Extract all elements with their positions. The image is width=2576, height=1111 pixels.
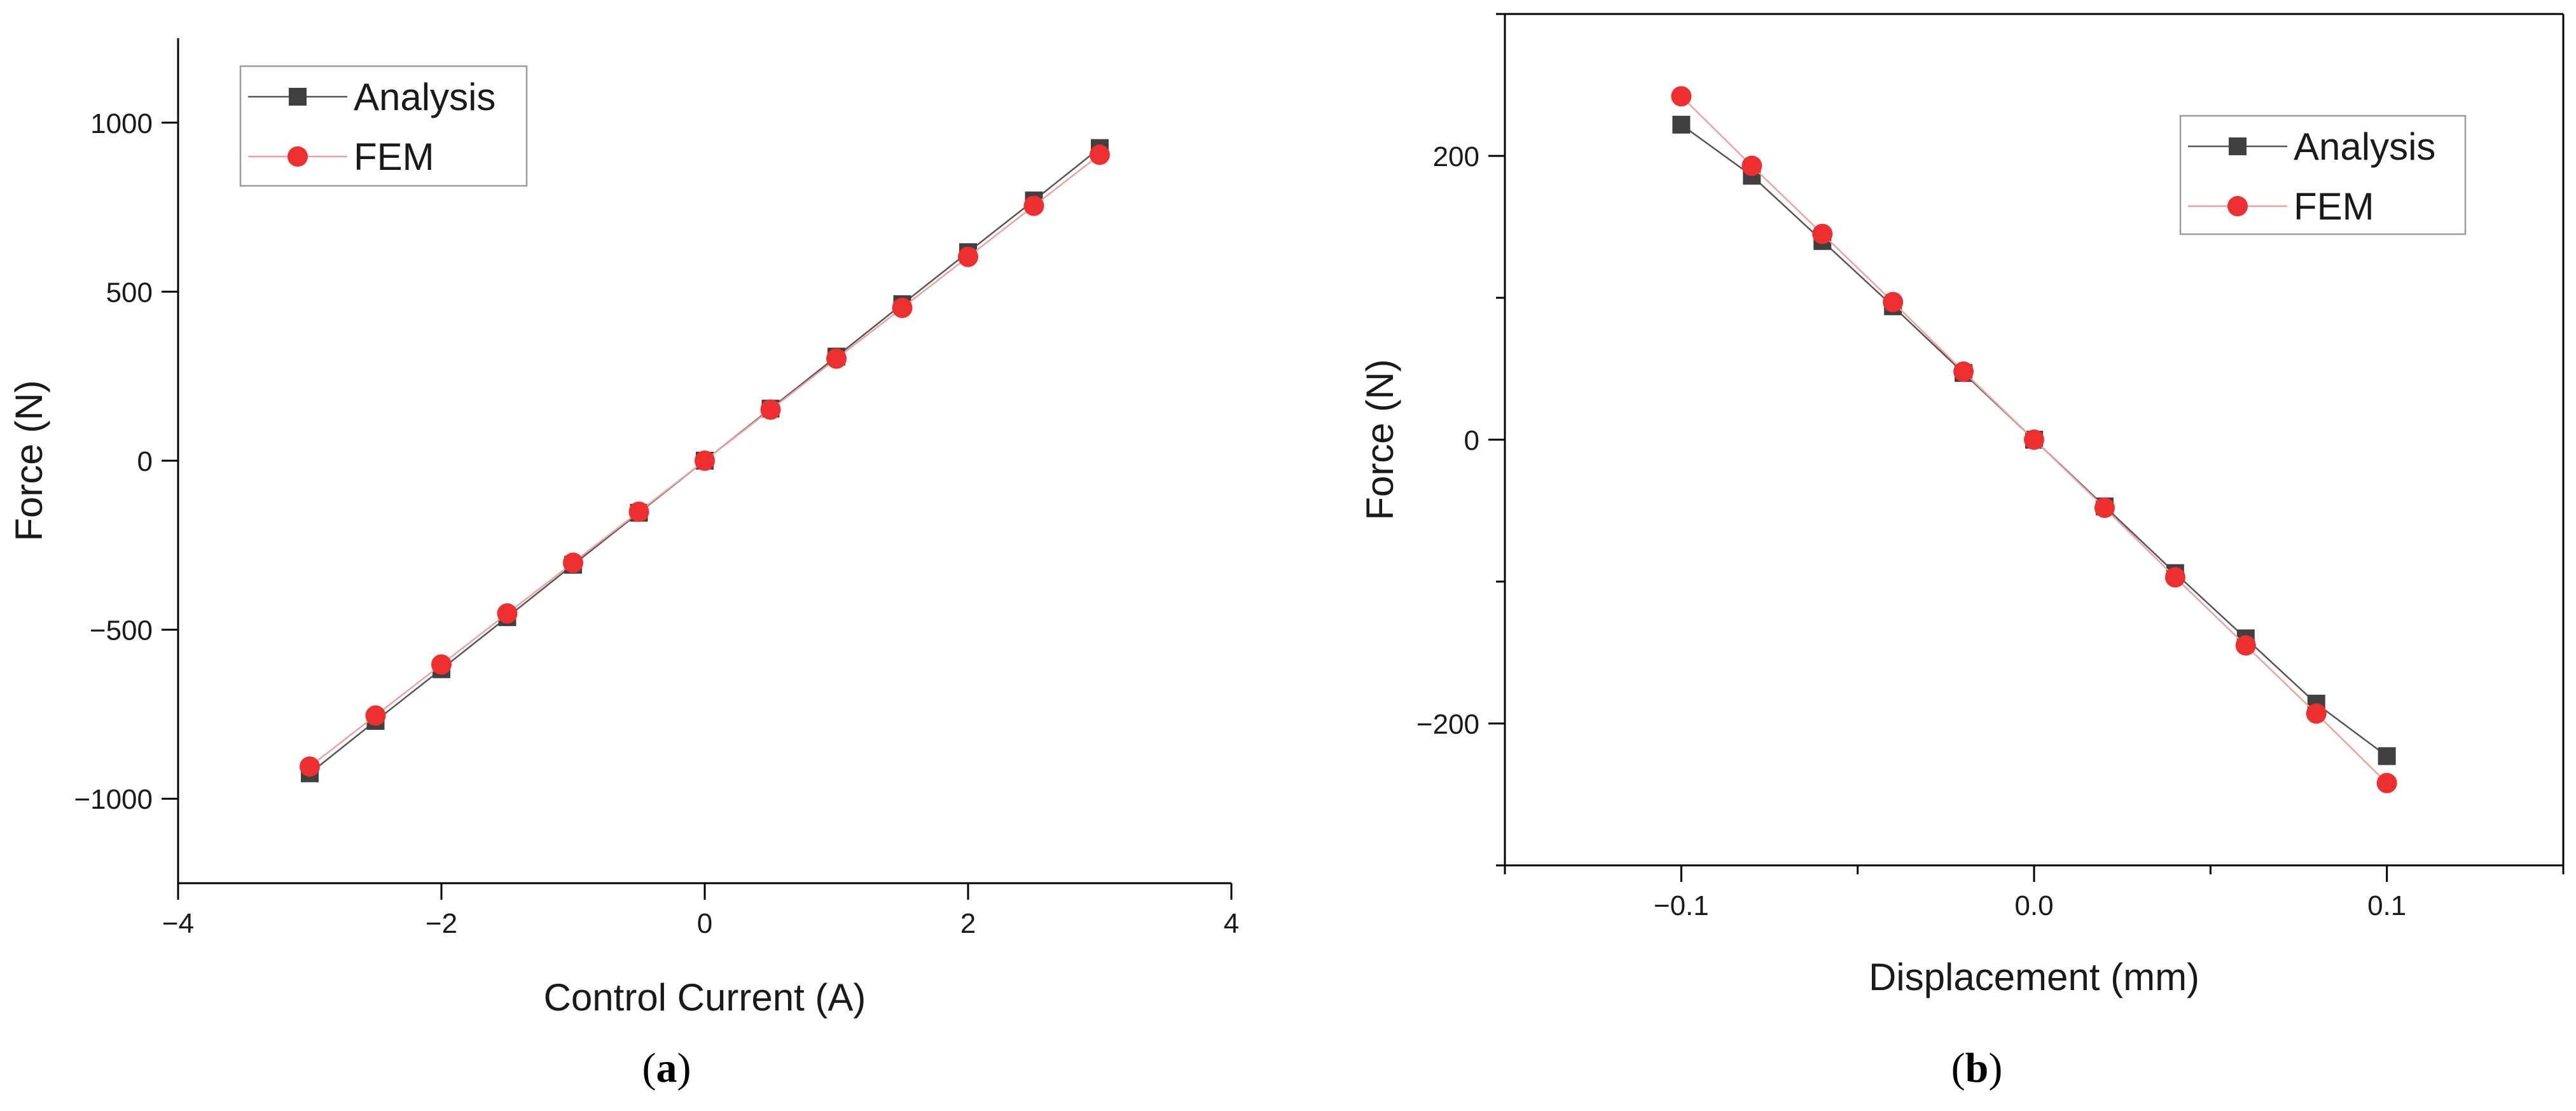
data-point-fem (2376, 772, 2397, 793)
data-point-fem (1090, 144, 1110, 165)
y-tick-label: 500 (106, 277, 153, 308)
legend-label: Analysis (354, 76, 495, 118)
data-point-fem (431, 654, 452, 675)
legend-label: FEM (354, 136, 434, 178)
data-point-fem (892, 297, 913, 318)
legend-label: FEM (2294, 185, 2374, 228)
y-tick-label: 0 (137, 446, 153, 477)
x-axis-title: Control Current (A) (544, 976, 866, 1019)
legend-marker-circle (2227, 196, 2248, 216)
chart-panel-b: −0.1 0.0 0.1 −200 0 200 Displacement (mm) Force… (1359, 13, 2565, 1091)
y-axis-title: Force (N) (1359, 359, 1401, 520)
x-tick-label: 0.1 (2367, 890, 2406, 921)
data-point-fem (695, 451, 715, 471)
data-point-fem (1742, 155, 1762, 176)
y-tick-label: −500 (90, 615, 153, 646)
x-tick-label: 0 (697, 908, 712, 939)
legend-label: Analysis (2294, 125, 2435, 168)
data-point-analysis (1672, 115, 1691, 134)
data-point-fem (2164, 567, 2185, 588)
y-tick-label: 200 (1433, 141, 1479, 172)
legend-marker-square (2229, 137, 2247, 155)
x-tick-label: 0.0 (2014, 890, 2053, 921)
data-point-fem (1953, 361, 1974, 382)
data-point-fem (958, 246, 978, 267)
legend-marker-circle (287, 146, 308, 167)
legend-box (2179, 115, 2467, 235)
data-point-fem (2235, 635, 2256, 656)
data-point-fem (563, 552, 583, 573)
x-axis-title: Displacement (mm) (1869, 956, 2199, 998)
chart-panel-a: −4 −2 0 2 4 −1000 −500 0 500 1000 Control Current … (8, 38, 1239, 1091)
data-point-analysis (2378, 747, 2396, 765)
data-point-fem (1023, 195, 1044, 216)
data-point-fem (1812, 223, 1833, 244)
y-axis-title: Force (N) (8, 380, 50, 541)
y-tick-label: 0 (1464, 425, 1479, 456)
data-point-fem (497, 603, 518, 624)
data-point-fem (1883, 291, 1904, 312)
x-tick-label: 4 (1224, 908, 1239, 939)
panel-caption: (b) (1951, 1045, 2003, 1091)
data-point-fem (2094, 498, 2115, 519)
y-tick-label: 1000 (90, 108, 153, 139)
x-tick-label: −2 (426, 908, 457, 939)
x-tick-label: −4 (162, 908, 194, 939)
panel-caption: (a) (642, 1045, 691, 1091)
y-tick-label: −1000 (74, 784, 153, 815)
data-point-fem (2306, 703, 2327, 724)
data-point-fem (300, 756, 320, 777)
legend-marker-square (289, 88, 307, 106)
x-tick-label: −0.1 (1654, 890, 1709, 921)
data-point-fem (2024, 430, 2044, 450)
y-tick-label: −200 (1416, 709, 1479, 740)
data-point-fem (826, 348, 847, 369)
x-tick-label: 2 (960, 908, 976, 939)
data-point-fem (760, 399, 781, 420)
data-point-fem (628, 501, 649, 522)
legend-box (239, 65, 528, 187)
data-point-fem (1671, 86, 1692, 107)
data-point-fem (365, 705, 386, 726)
